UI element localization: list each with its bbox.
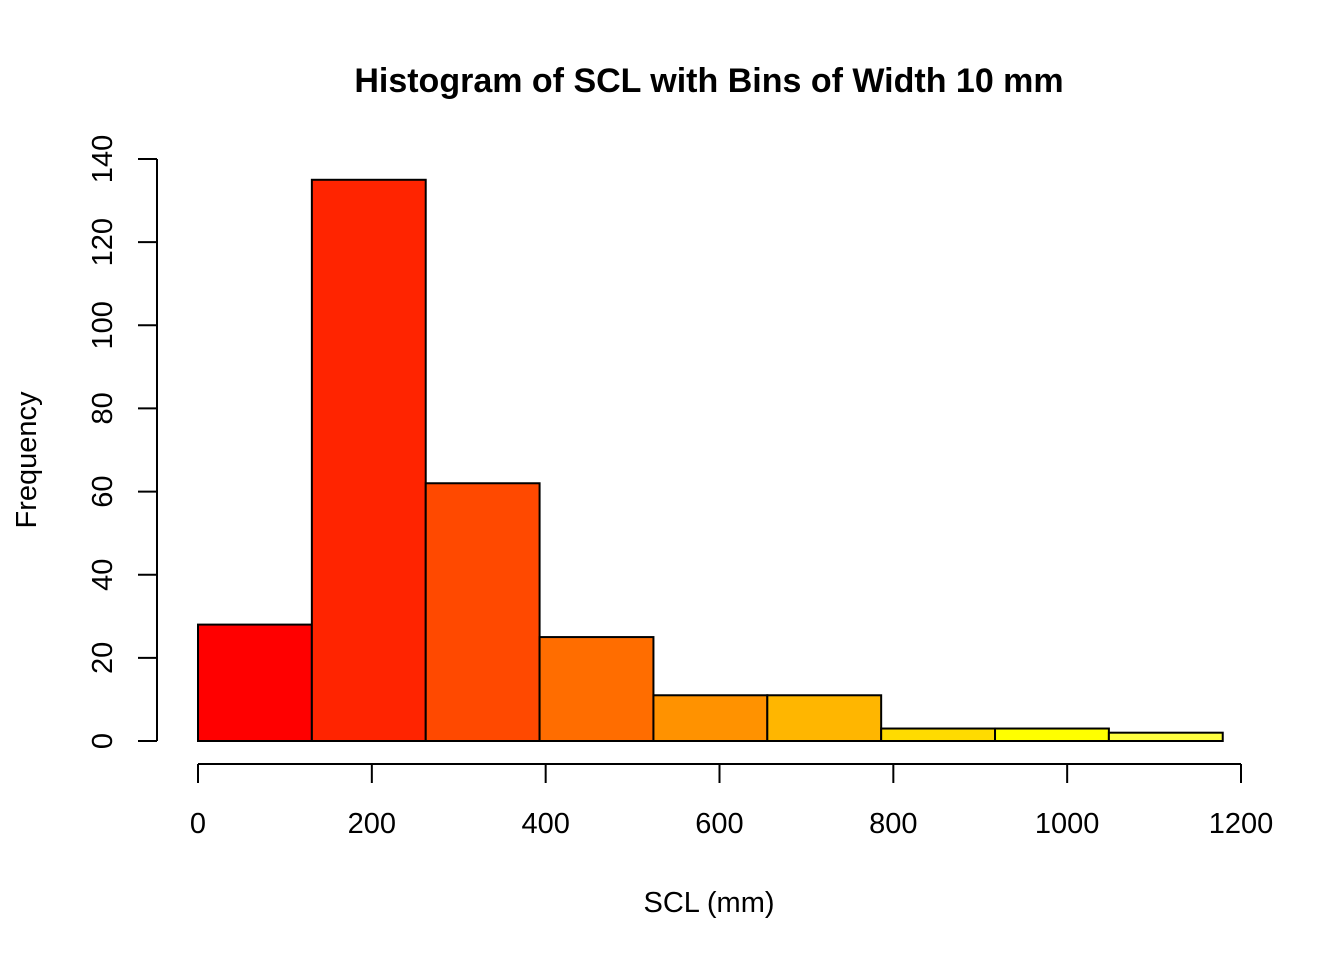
y-axis-label: Frequency	[11, 391, 43, 529]
y-tick-label: 100	[87, 301, 119, 349]
histogram-bar	[538, 636, 655, 742]
y-tick-label: 140	[87, 135, 119, 183]
x-tick-label: 0	[190, 808, 206, 840]
y-tick-label: 0	[87, 733, 119, 749]
histogram-bar	[197, 623, 313, 742]
histogram-bar	[1107, 731, 1224, 743]
histogram-bar	[652, 694, 769, 742]
histogram-bar	[994, 727, 1110, 742]
y-tick-label: 60	[87, 475, 119, 507]
x-tick-label: 1000	[1035, 808, 1100, 840]
x-tick-label: 800	[869, 808, 917, 840]
y-tick-label: 20	[87, 642, 119, 674]
histogram-bar	[424, 482, 541, 742]
x-tick-label: 200	[348, 808, 396, 840]
x-tick-label: 600	[695, 808, 743, 840]
x-axis-label: SCL (mm)	[643, 887, 774, 919]
histogram-bar	[880, 727, 997, 742]
y-tick-label: 40	[87, 559, 119, 591]
y-tick-label: 80	[87, 392, 119, 424]
histogram-bar	[766, 694, 883, 742]
x-tick-label: 400	[521, 808, 569, 840]
histogram-bar	[310, 178, 427, 743]
chart-title: Histogram of SCL with Bins of Width 10 m…	[354, 62, 1063, 100]
x-tick-label: 1200	[1209, 808, 1274, 840]
y-tick-label: 120	[87, 218, 119, 266]
